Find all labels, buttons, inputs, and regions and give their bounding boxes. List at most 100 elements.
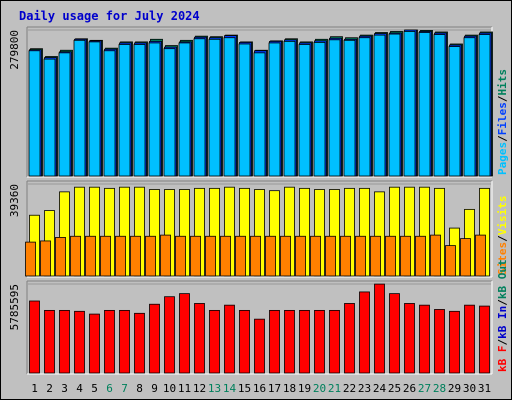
bar-middle-sites-28: [430, 234, 441, 277]
x-tick-label-22: 22: [343, 382, 356, 395]
bar-middle-sites-15: [235, 235, 246, 277]
x-tick-label-13: 13: [208, 382, 221, 395]
x-tick-label-12: 12: [193, 382, 206, 395]
x-tick-label-16: 16: [253, 382, 266, 395]
bar-lower-kb-f-22: [344, 303, 355, 374]
bar-middle-sites-5: [85, 235, 96, 277]
bar-upper-pages-10: [163, 48, 176, 177]
x-tick-label-1: 1: [31, 382, 38, 395]
bar-lower-kb-f-27: [419, 304, 430, 374]
legend-item-lower-4: kB Out: [496, 259, 509, 299]
x-tick-label-28: 28: [433, 382, 446, 395]
x-tick-label-24: 24: [373, 382, 387, 395]
bar-lower-kb-f-21: [329, 309, 340, 374]
bar-lower-kb-f-13: [209, 309, 220, 374]
bar-upper-pages-21: [328, 39, 341, 177]
bar-upper-pages-11: [178, 42, 191, 177]
bar-lower-kb-f-29: [449, 310, 460, 374]
legend-middle: Sites/Visits: [496, 196, 509, 276]
bar-upper-pages-5: [88, 41, 101, 177]
legend-item-upper-2: Files: [496, 102, 509, 135]
x-tick-label-17: 17: [268, 382, 281, 395]
bar-lower-kb-f-31: [479, 305, 490, 374]
bar-upper-pages-3: [58, 52, 71, 177]
bar-upper-pages-4: [73, 39, 86, 177]
bar-lower-kb-f-25: [389, 293, 400, 374]
legend-item-lower-2: kB In: [496, 306, 509, 339]
x-tick-label-2: 2: [46, 382, 53, 395]
bar-middle-sites-30: [460, 238, 471, 277]
x-tick-label-29: 29: [448, 382, 461, 395]
bar-upper-pages-2: [43, 58, 56, 177]
bar-middle-sites-14: [220, 235, 231, 277]
bar-upper-pages-1: [28, 50, 41, 177]
legend-lower: kB F/kB In/kB Out: [496, 259, 509, 372]
legend-item-middle-1: /: [496, 235, 509, 242]
bar-upper-pages-28: [433, 34, 446, 177]
x-tick-label-9: 9: [151, 382, 158, 395]
bar-lower-kb-f-26: [404, 303, 415, 374]
legend-item-lower-1: /: [496, 339, 509, 346]
bar-middle-sites-22: [340, 235, 351, 277]
bar-upper-pages-22: [343, 39, 356, 177]
bar-upper-pages-8: [133, 44, 146, 177]
bar-middle-sites-29: [445, 245, 456, 277]
bar-middle-sites-20: [310, 235, 321, 277]
bar-lower-kb-f-4: [74, 310, 85, 374]
bar-middle-sites-27: [415, 235, 426, 277]
bar-middle-sites-21: [325, 235, 336, 277]
x-tick-label-25: 25: [388, 382, 401, 395]
legend-item-upper-0: Pages: [496, 142, 509, 175]
bar-middle-sites-31: [475, 234, 486, 277]
bar-middle-sites-6: [100, 235, 111, 277]
bar-upper-pages-12: [193, 38, 206, 177]
bar-middle-sites-8: [130, 235, 141, 277]
x-tick-label-5: 5: [91, 382, 98, 395]
legend-item-upper-3: /: [496, 95, 509, 102]
bar-lower-kb-f-9: [149, 303, 160, 374]
x-tick-label-7: 7: [121, 382, 128, 395]
bar-lower-kb-f-24: [374, 283, 385, 374]
x-tick-label-10: 10: [163, 382, 176, 395]
bar-middle-sites-10: [160, 234, 171, 277]
bar-lower-kb-f-30: [464, 304, 475, 374]
bar-middle-sites-2: [40, 240, 51, 277]
bar-middle-sites-9: [145, 235, 156, 277]
x-tick-label-27: 27: [418, 382, 431, 395]
x-tick-label-21: 21: [328, 382, 341, 395]
x-tick-label-3: 3: [61, 382, 68, 395]
bar-lower-kb-f-23: [359, 291, 370, 374]
bar-middle-sites-23: [355, 235, 366, 277]
bar-upper-pages-25: [388, 33, 401, 177]
bar-upper-pages-27: [418, 32, 431, 177]
bar-upper-pages-18: [283, 40, 296, 177]
bar-upper-pages-7: [118, 44, 131, 177]
x-tick-label-14: 14: [223, 382, 237, 395]
x-tick-label-23: 23: [358, 382, 371, 395]
legend-item-upper-1: /: [496, 135, 509, 142]
bar-lower-kb-f-17: [269, 309, 280, 374]
x-tick-label-30: 30: [463, 382, 476, 395]
bar-lower-kb-f-14: [224, 304, 235, 374]
bar-lower-kb-f-1: [29, 300, 40, 374]
bar-upper-pages-19: [298, 44, 311, 177]
bar-upper-pages-20: [313, 42, 326, 177]
y-max-label-upper: 279800: [8, 30, 21, 70]
y-max-label-middle: 39360: [8, 184, 21, 217]
legend-item-middle-0: Sites: [496, 242, 509, 275]
bar-lower-kb-f-8: [134, 312, 145, 374]
bar-middle-sites-24: [370, 235, 381, 277]
x-tick-label-4: 4: [76, 382, 83, 395]
bar-upper-pages-26: [403, 31, 416, 177]
bar-upper-pages-23: [358, 37, 371, 177]
bar-lower-kb-f-12: [194, 303, 205, 374]
x-tick-label-15: 15: [238, 382, 251, 395]
bar-middle-sites-7: [115, 235, 126, 277]
x-tick-label-20: 20: [313, 382, 326, 395]
bar-middle-sites-1: [25, 241, 36, 277]
bar-upper-pages-29: [448, 46, 461, 177]
bar-lower-kb-f-28: [434, 309, 445, 374]
bar-lower-kb-f-7: [119, 309, 130, 374]
